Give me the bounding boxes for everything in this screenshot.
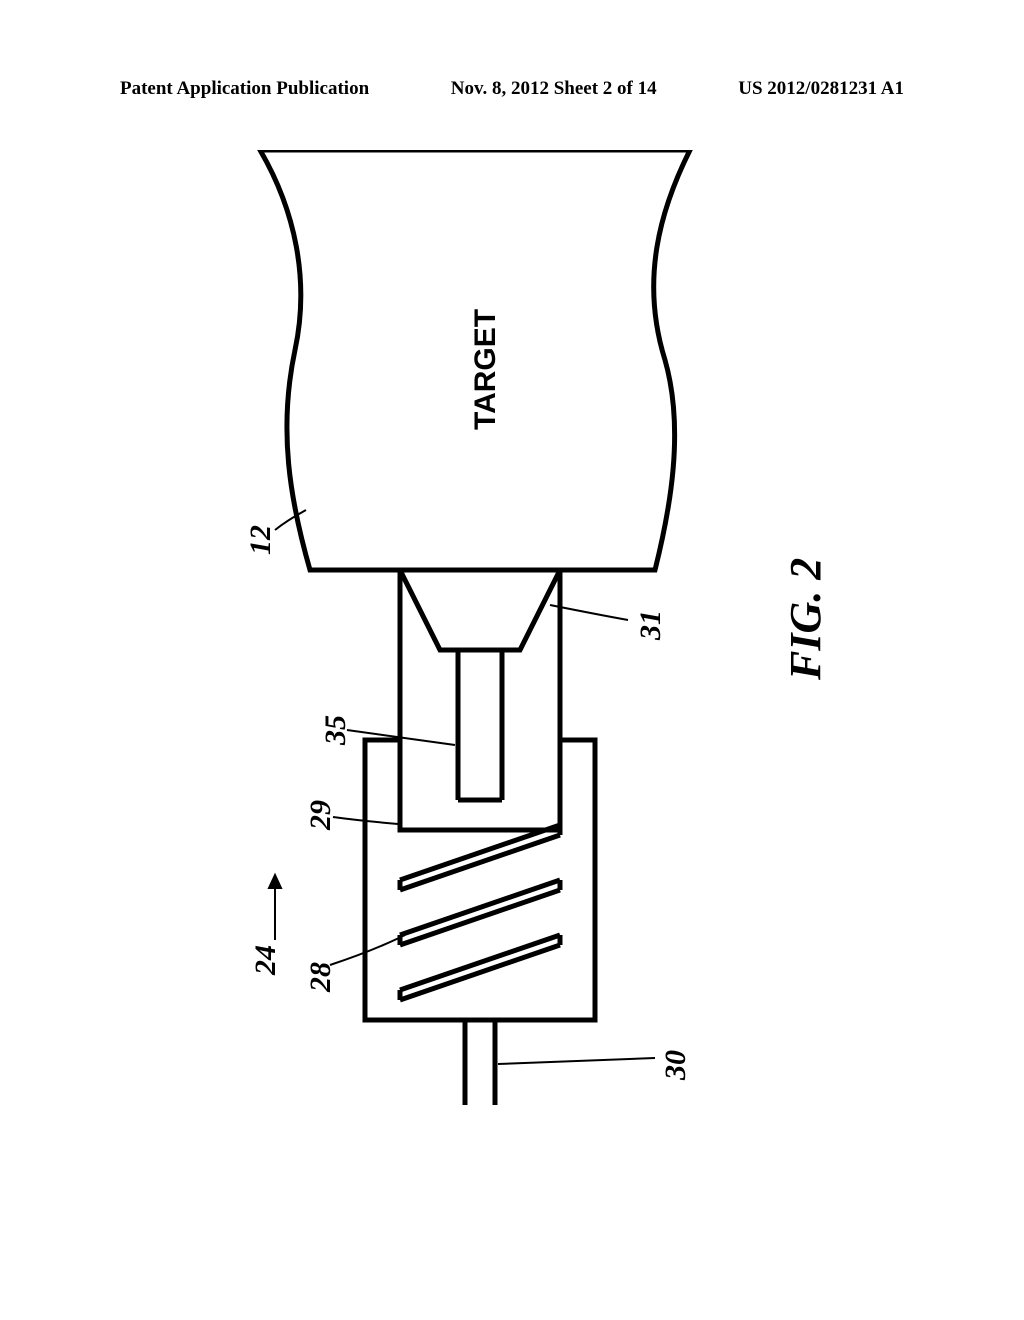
header-left: Patent Application Publication <box>120 78 369 100</box>
ref-35-label: 35 <box>319 715 352 746</box>
target-label: TARGET <box>469 309 502 430</box>
ref-31-label: 31 <box>634 610 667 641</box>
header-center: Nov. 8, 2012 Sheet 2 of 14 <box>451 78 657 100</box>
page: Patent Application Publication Nov. 8, 2… <box>0 0 1024 1320</box>
figure-2: 24 28 29 35 30 31 12 TARGET FIG. 2 <box>100 150 880 1150</box>
figure-title: FIG. 2 <box>781 558 830 681</box>
ref-30-label: 30 <box>659 1050 692 1081</box>
ref-29-label: 29 <box>304 800 337 831</box>
assembly-24 <box>365 570 595 1105</box>
ref-28-label: 28 <box>304 962 337 993</box>
ref-24-label: 24 <box>249 945 282 976</box>
header-right: US 2012/0281231 A1 <box>738 78 904 100</box>
page-header: Patent Application Publication Nov. 8, 2… <box>0 78 1024 100</box>
ref-12-label: 12 <box>244 525 277 555</box>
